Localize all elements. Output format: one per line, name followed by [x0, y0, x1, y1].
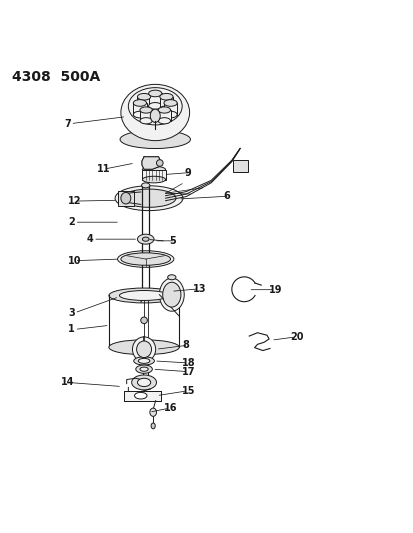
Ellipse shape — [121, 192, 131, 204]
Ellipse shape — [109, 288, 179, 303]
Bar — [140, 110, 152, 121]
Ellipse shape — [156, 160, 163, 166]
Ellipse shape — [138, 358, 150, 364]
Ellipse shape — [150, 408, 156, 416]
Bar — [164, 103, 177, 115]
Ellipse shape — [121, 253, 170, 265]
Ellipse shape — [159, 106, 173, 112]
Text: 15: 15 — [182, 386, 195, 395]
Text: 7: 7 — [64, 119, 71, 128]
Ellipse shape — [142, 176, 165, 183]
Text: 13: 13 — [192, 284, 206, 294]
Ellipse shape — [148, 102, 161, 109]
Ellipse shape — [140, 107, 152, 113]
Ellipse shape — [137, 106, 150, 112]
Text: 6: 6 — [223, 191, 230, 201]
Bar — [142, 169, 165, 180]
Ellipse shape — [159, 278, 184, 311]
Ellipse shape — [158, 107, 170, 113]
Ellipse shape — [164, 111, 177, 118]
Text: 10: 10 — [68, 256, 82, 266]
Text: 2: 2 — [68, 217, 75, 227]
Text: 20: 20 — [289, 332, 303, 342]
Ellipse shape — [162, 282, 180, 307]
Text: 5: 5 — [169, 236, 176, 246]
Text: 4: 4 — [87, 234, 93, 244]
Ellipse shape — [164, 100, 177, 106]
Ellipse shape — [120, 130, 190, 149]
Text: 4308  500A: 4308 500A — [12, 70, 100, 84]
Ellipse shape — [167, 275, 176, 280]
Text: 12: 12 — [68, 196, 82, 206]
Ellipse shape — [148, 90, 161, 97]
Ellipse shape — [133, 111, 146, 118]
Text: 16: 16 — [163, 403, 177, 413]
Text: 17: 17 — [182, 367, 195, 377]
Text: 11: 11 — [97, 164, 111, 174]
Bar — [148, 93, 161, 106]
Bar — [118, 191, 133, 206]
Ellipse shape — [151, 423, 155, 429]
Ellipse shape — [140, 367, 148, 372]
Ellipse shape — [150, 109, 160, 123]
Bar — [158, 110, 170, 121]
Text: 9: 9 — [184, 167, 190, 177]
Text: 14: 14 — [61, 377, 75, 387]
Polygon shape — [124, 391, 161, 401]
Ellipse shape — [140, 317, 147, 324]
Ellipse shape — [122, 189, 176, 207]
Ellipse shape — [142, 237, 149, 241]
Text: 19: 19 — [268, 285, 282, 295]
Ellipse shape — [159, 93, 173, 100]
Bar — [159, 97, 173, 109]
Bar — [232, 160, 247, 172]
Ellipse shape — [128, 87, 182, 125]
Ellipse shape — [136, 341, 151, 358]
Ellipse shape — [137, 93, 150, 100]
Ellipse shape — [132, 337, 155, 362]
Ellipse shape — [147, 101, 162, 120]
Text: 3: 3 — [68, 308, 75, 318]
Ellipse shape — [135, 365, 152, 373]
Ellipse shape — [121, 84, 189, 141]
Text: 1: 1 — [68, 325, 75, 334]
Ellipse shape — [137, 378, 150, 386]
Ellipse shape — [141, 183, 150, 188]
Ellipse shape — [137, 234, 154, 244]
Ellipse shape — [117, 251, 173, 268]
Ellipse shape — [134, 392, 147, 399]
Polygon shape — [142, 157, 159, 169]
Ellipse shape — [142, 166, 165, 173]
Ellipse shape — [158, 118, 170, 124]
Bar — [137, 97, 150, 109]
Ellipse shape — [140, 118, 152, 124]
Text: 8: 8 — [182, 340, 189, 350]
Ellipse shape — [109, 340, 179, 354]
Ellipse shape — [133, 100, 146, 106]
Ellipse shape — [131, 375, 156, 390]
Ellipse shape — [115, 186, 183, 211]
Ellipse shape — [133, 357, 154, 365]
Ellipse shape — [119, 290, 169, 301]
Bar — [133, 103, 146, 115]
Text: 18: 18 — [182, 358, 195, 368]
